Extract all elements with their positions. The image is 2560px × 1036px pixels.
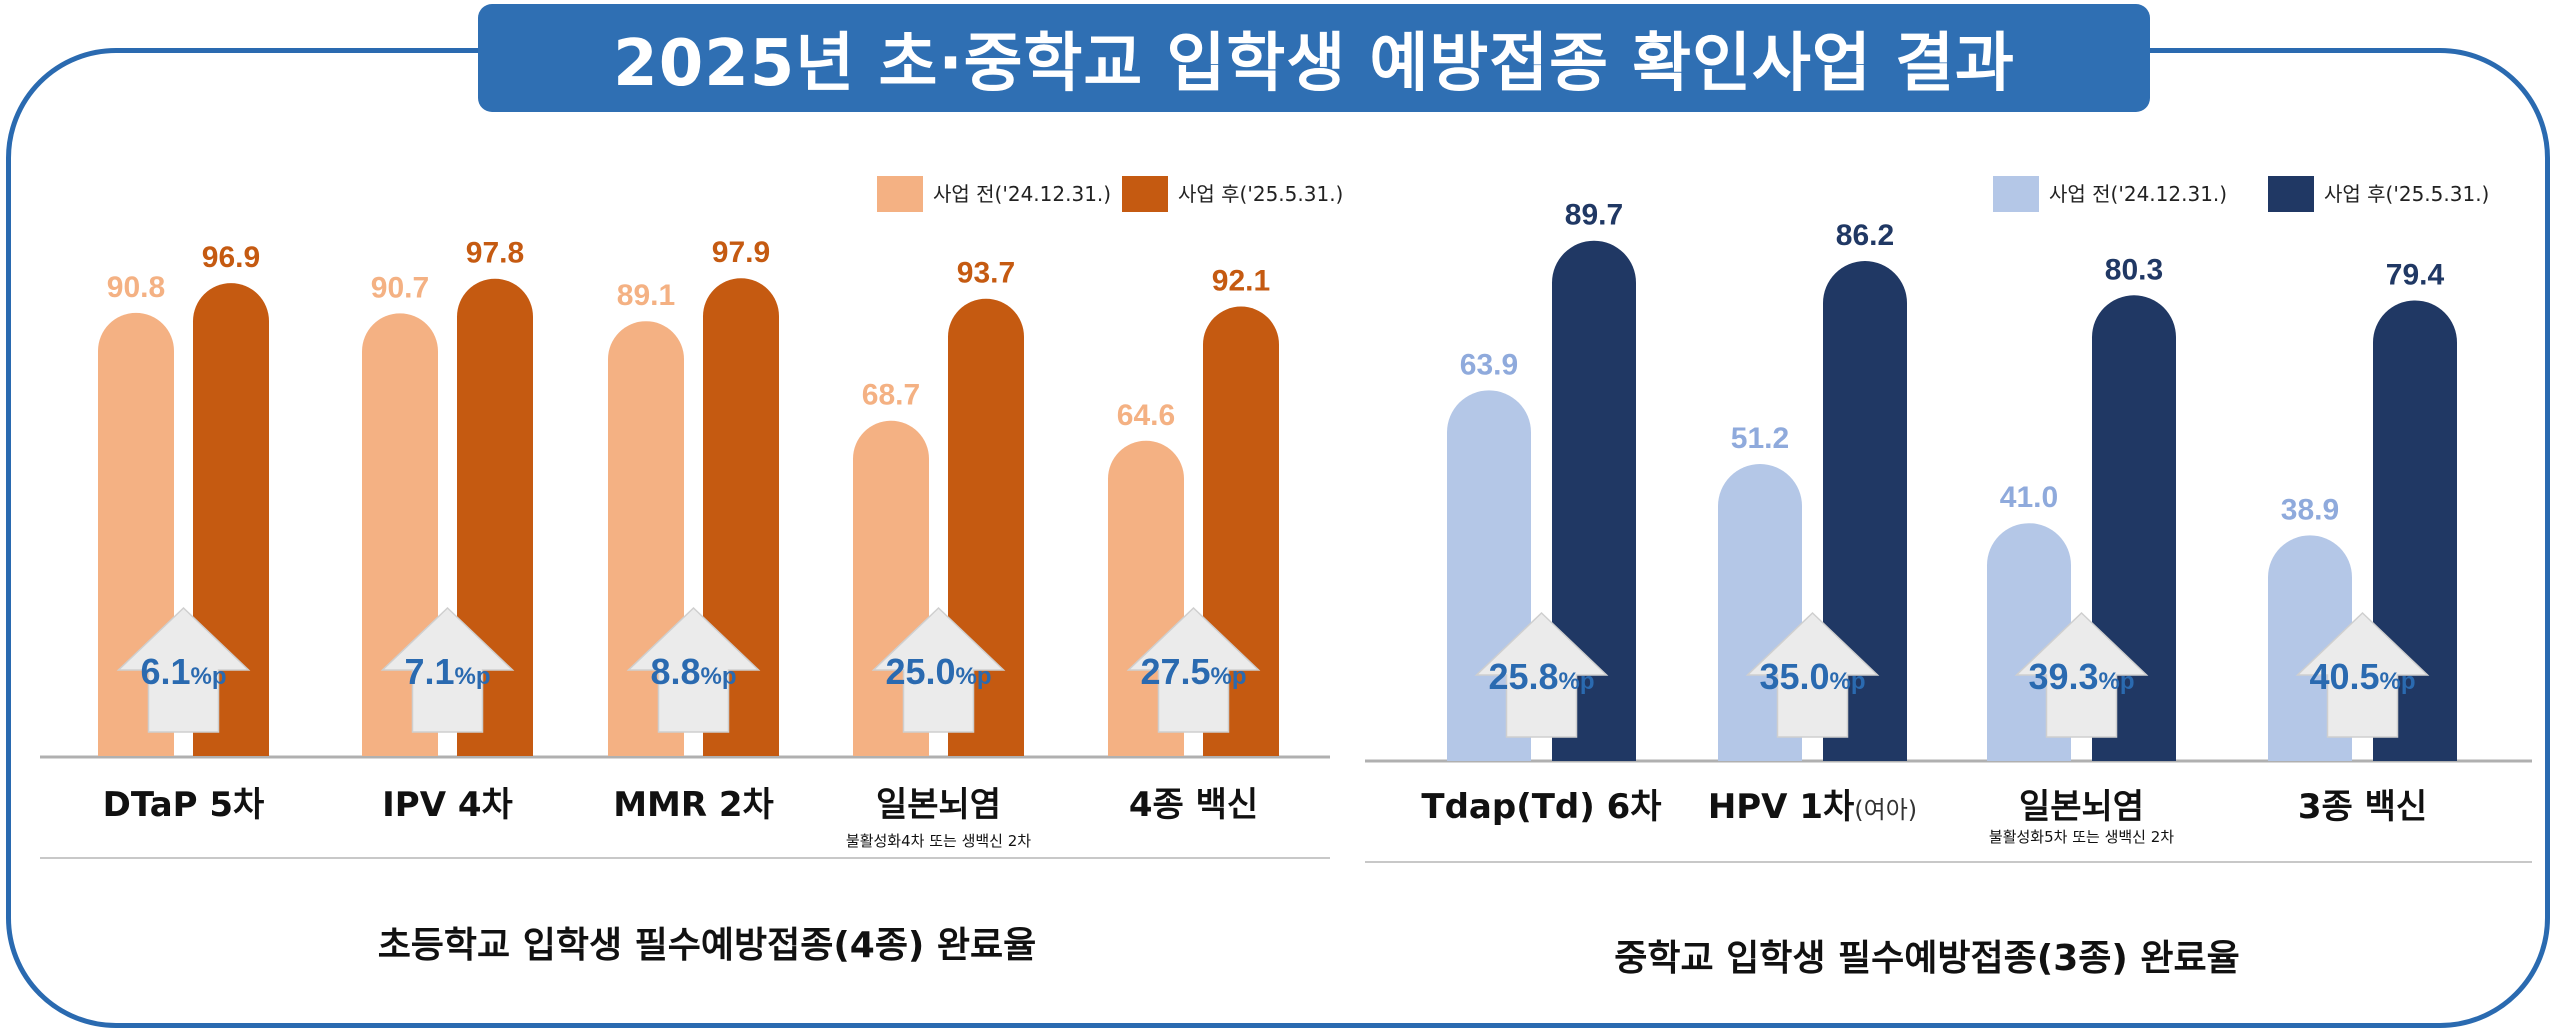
increase-value: 25.8 (1488, 656, 1558, 697)
category-note: 불활성화5차 또는 생백신 2차 (1989, 828, 2174, 846)
increase-unit: %p (1830, 668, 1866, 695)
increase-value: 40.5 (2309, 656, 2379, 697)
category-name: Tdap(Td) 6차 (1421, 787, 1661, 827)
increase-label: 39.3%p (2028, 656, 2134, 697)
increase-unit: %p (455, 663, 491, 690)
category-label: 3종 백신 (2298, 787, 2427, 827)
bar-before-label: 90.7 (371, 271, 429, 304)
bar-before-label: 89.1 (617, 279, 675, 312)
up-arrow-icon (380, 606, 515, 733)
chart-caption: 초등학교 입학생 필수예방접종(4종) 완료율 (378, 925, 1037, 966)
chart-2: 사업 전('24.12.31.) 사업 후('25.5.31.) 63.9 89.7 2… (1365, 176, 2532, 979)
category-label: Tdap(Td) 6차 (1421, 787, 1661, 827)
increase-label: 40.5%p (2309, 656, 2415, 697)
increase-label: 25.0%p (885, 651, 991, 692)
legend-label-after: 사업 후('25.5.31.) (1178, 182, 1343, 206)
category-suffix: (여아) (1854, 796, 1917, 824)
category-name: 일본뇌염 (2019, 787, 2144, 827)
bar-before-label: 90.8 (107, 271, 165, 304)
increase-value: 8.8 (650, 651, 700, 692)
category-name: 일본뇌염 (876, 785, 1001, 825)
up-arrow-icon (626, 606, 761, 733)
increase-unit: %p (1559, 668, 1595, 695)
chart-caption: 중학교 입학생 필수예방접종(3종) 완료율 (1614, 938, 2239, 979)
bar-before-label: 68.7 (862, 379, 920, 412)
up-arrow-icon (2295, 611, 2430, 738)
chart-1: 사업 전('24.12.31.) 사업 후('25.5.31.) 90.8 96.9 6… (40, 176, 1343, 966)
increase-unit: %p (2099, 668, 2135, 695)
category-label: 4종 백신 (1129, 785, 1258, 825)
category-label: MMR 2차 (613, 785, 774, 825)
category-label: 일본뇌염 (2019, 787, 2144, 827)
bar-after (1552, 240, 1636, 761)
legend-swatch-before (1993, 176, 2039, 212)
increase-unit: %p (1211, 663, 1247, 690)
bar-after-label: 97.8 (466, 237, 524, 270)
increase-label: 35.0%p (1759, 656, 1865, 697)
up-arrow-icon (1745, 611, 1880, 738)
increase-value: 6.1 (140, 651, 190, 692)
bar-before-label: 41.0 (2000, 481, 2058, 514)
bar-before-label: 51.2 (1731, 422, 1789, 455)
increase-value: 39.3 (2028, 656, 2098, 697)
category-label: IPV 4차 (382, 785, 513, 825)
page-title: 2025년 초·중학교 입학생 예방접종 확인사업 결과 (478, 4, 2150, 112)
category-name: 3종 백신 (2298, 787, 2427, 827)
bar-after-label: 97.9 (712, 236, 770, 269)
bar-before-label: 64.6 (1117, 399, 1175, 432)
increase-label: 25.8%p (1488, 656, 1594, 697)
legend-swatch-after (1122, 176, 1168, 212)
bar-after-label: 79.4 (2386, 258, 2445, 291)
increase-value: 35.0 (1759, 656, 1829, 697)
increase-label: 6.1%p (140, 651, 226, 692)
category-label: HPV 1차(여아) (1708, 787, 1917, 827)
bar-after-label: 80.3 (2105, 253, 2163, 286)
bar-after-label: 92.1 (1212, 265, 1270, 298)
bar-after-label: 96.9 (202, 241, 260, 274)
bar-before-label: 38.9 (2281, 493, 2339, 526)
legend-swatch-after (2268, 176, 2314, 212)
increase-unit: %p (2380, 668, 2416, 695)
legend-label-after: 사업 후('25.5.31.) (2324, 182, 2489, 206)
legend-swatch-before (877, 176, 923, 212)
increase-unit: %p (191, 663, 227, 690)
increase-unit: %p (701, 663, 737, 690)
category-name: MMR 2차 (613, 785, 774, 825)
up-arrow-icon (116, 606, 251, 733)
category-note: 불활성화4차 또는 생백신 2차 (846, 832, 1031, 850)
category-name: HPV 1차 (1708, 787, 1854, 827)
up-arrow-icon (1126, 606, 1261, 733)
bar-after-label: 89.7 (1565, 199, 1623, 232)
bar-before-label: 63.9 (1460, 348, 1518, 381)
bar-after (1823, 261, 1907, 761)
increase-unit: %p (956, 663, 992, 690)
increase-value: 7.1 (404, 651, 454, 692)
legend-label-before: 사업 전('24.12.31.) (933, 182, 1111, 206)
bar-after-label: 93.7 (957, 257, 1015, 290)
up-arrow-icon (871, 606, 1006, 733)
up-arrow-icon (2014, 611, 2149, 738)
increase-value: 25.0 (885, 651, 955, 692)
increase-label: 7.1%p (404, 651, 490, 692)
category-label: DTaP 5차 (103, 785, 265, 825)
category-name: DTaP 5차 (103, 785, 265, 825)
category-label: 일본뇌염 (876, 785, 1001, 825)
bar-after-label: 86.2 (1836, 219, 1894, 252)
category-name: 4종 백신 (1129, 785, 1258, 825)
increase-label: 8.8%p (650, 651, 736, 692)
category-name: IPV 4차 (382, 785, 513, 825)
increase-value: 27.5 (1140, 651, 1210, 692)
legend-label-before: 사업 전('24.12.31.) (2049, 182, 2227, 206)
legend: 사업 전('24.12.31.) 사업 후('25.5.31.) (1993, 176, 2489, 212)
legend: 사업 전('24.12.31.) 사업 후('25.5.31.) (877, 176, 1343, 212)
up-arrow-icon (1474, 611, 1609, 738)
increase-label: 27.5%p (1140, 651, 1246, 692)
